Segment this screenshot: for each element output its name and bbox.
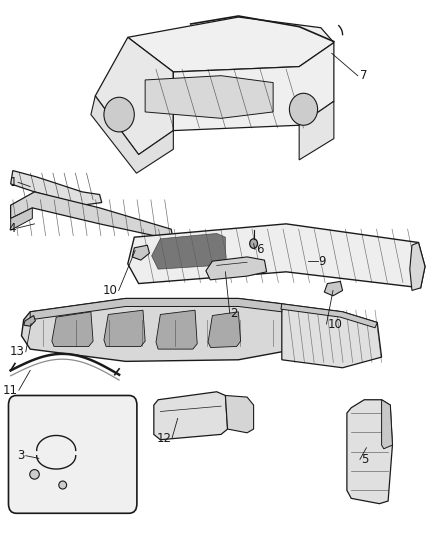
Polygon shape <box>30 298 282 320</box>
FancyBboxPatch shape <box>8 395 137 513</box>
Polygon shape <box>11 171 102 205</box>
Polygon shape <box>226 395 254 433</box>
Polygon shape <box>52 312 93 346</box>
Polygon shape <box>128 17 334 72</box>
Polygon shape <box>324 281 343 296</box>
Polygon shape <box>282 304 381 368</box>
Polygon shape <box>11 208 32 230</box>
Polygon shape <box>24 316 35 326</box>
Polygon shape <box>91 96 173 173</box>
Polygon shape <box>410 243 425 290</box>
Text: 5: 5 <box>361 453 368 466</box>
Text: 10: 10 <box>327 318 342 330</box>
Polygon shape <box>347 400 392 504</box>
Text: 2: 2 <box>231 307 238 320</box>
Polygon shape <box>95 37 173 155</box>
Text: 13: 13 <box>10 345 25 358</box>
Polygon shape <box>156 310 197 349</box>
Polygon shape <box>173 43 334 131</box>
Polygon shape <box>281 304 377 328</box>
Ellipse shape <box>59 481 67 489</box>
Polygon shape <box>206 257 267 280</box>
Ellipse shape <box>30 470 39 479</box>
Polygon shape <box>208 312 240 348</box>
Text: 11: 11 <box>3 384 18 397</box>
Text: 7: 7 <box>360 69 367 82</box>
Text: 12: 12 <box>156 432 171 445</box>
Polygon shape <box>11 192 173 240</box>
Polygon shape <box>381 400 392 449</box>
Polygon shape <box>145 76 273 118</box>
Polygon shape <box>152 233 226 269</box>
Polygon shape <box>299 101 334 160</box>
Ellipse shape <box>290 93 318 125</box>
Polygon shape <box>21 298 290 361</box>
Text: 4: 4 <box>9 222 16 235</box>
Text: 9: 9 <box>319 255 326 268</box>
Polygon shape <box>132 245 149 260</box>
Ellipse shape <box>104 97 134 132</box>
Ellipse shape <box>250 239 258 248</box>
Polygon shape <box>154 392 228 440</box>
Text: 10: 10 <box>103 284 118 297</box>
Polygon shape <box>128 224 425 288</box>
Text: 6: 6 <box>256 243 263 256</box>
Text: 1: 1 <box>10 176 17 189</box>
Polygon shape <box>104 310 145 346</box>
Text: 3: 3 <box>18 449 25 462</box>
